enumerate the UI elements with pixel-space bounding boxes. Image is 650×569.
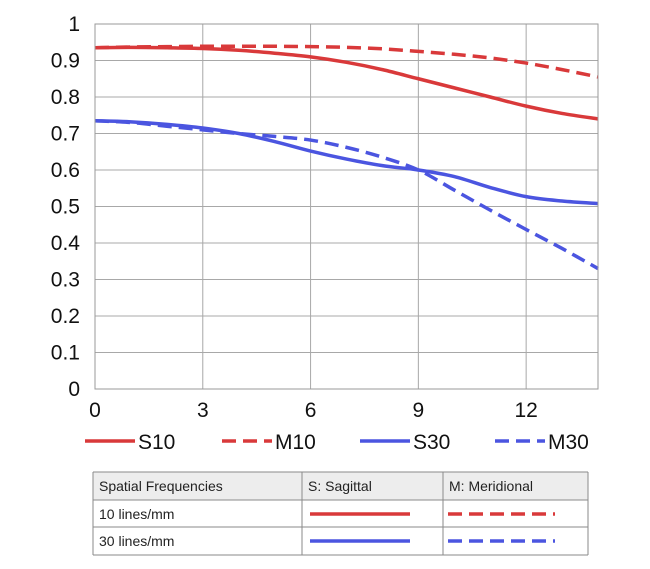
x-tick-label: 0 [89,399,101,422]
table-header-cell: S: Sagittal [308,478,372,494]
y-axis-ticks: 0 0.1 0.2 0.3 0.4 0.5 0.6 0.7 0.8 0.9 1 [51,13,81,401]
grid-lines [94,23,598,390]
x-axis-ticks: 0 3 6 9 12 [89,399,538,422]
series-line-m10 [94,44,599,79]
x-tick-label: 12 [514,399,537,422]
table-row-label: 30 lines/mm [99,533,174,549]
table-header-cell: M: Meridional [449,478,533,494]
y-tick-label: 0.8 [51,86,80,109]
y-tick-label: 0 [68,378,80,401]
y-tick-label: 0.5 [51,196,80,219]
legend-label-s10: S10 [138,431,175,454]
y-tick-label: 0.3 [51,269,80,292]
legend-label-m30: M30 [548,431,589,454]
y-tick-label: 0.2 [51,305,80,328]
legend-label-s30: S30 [413,431,450,454]
table-row-label: 10 lines/mm [99,506,174,522]
y-tick-label: 0.9 [51,50,80,73]
y-tick-label: 0.7 [51,123,80,146]
y-tick-label: 0.6 [51,159,80,182]
y-tick-label: 1 [68,13,80,36]
legend-label-m10: M10 [275,431,316,454]
x-tick-label: 6 [305,399,317,422]
series-lines [94,44,599,271]
series-line-m30 [94,118,599,271]
table-header-background [93,472,588,500]
x-tick-label: 9 [413,399,425,422]
x-tick-label: 3 [197,399,209,422]
y-tick-label: 0.4 [51,232,81,255]
frequency-table: Spatial Frequencies S: Sagittal M: Meridio… [92,471,589,556]
series-line-s30 [94,118,599,206]
legend: S10 M10 S30 M30 [85,431,589,454]
y-tick-label: 0.1 [51,342,80,365]
table-header-cell: Spatial Frequencies [99,478,223,494]
plot-frame [94,23,599,390]
series-line-s10 [94,45,599,121]
